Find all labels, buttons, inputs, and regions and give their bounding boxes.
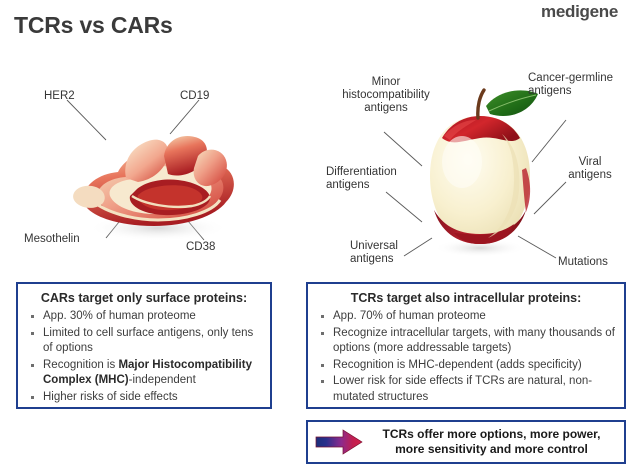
callout-label-mutations: Mutations [558,256,608,268]
page-title: TCRs vs CARs [14,12,173,38]
conclusion-box: TCRs offer more options, more power, mor… [306,420,626,464]
bullet-item: Lower risk for side effects if TCRs are … [318,374,616,405]
diagram-tcrs-intracellular-antigens: Minor histocompatibility antigens Cancer… [318,70,632,275]
whole-peeled-apple-image [430,88,538,257]
callout-label-minor-histocompatibility-antigens: Minor histocompatibility antigens [342,76,430,114]
info-box-cars: CARs target only surface proteins: App. … [16,282,272,409]
diagram-cars-surface-antigens: HER2 CD19 Mesothelin CD38 [14,78,290,274]
bullet-item: App. 30% of human proteome [28,309,262,325]
bullet-item: Recognize intracellular targets, with ma… [318,326,616,357]
bullet-item: Limited to cell surface antigens, only t… [28,326,262,357]
callout-label-cd19: CD19 [180,90,210,102]
callout-label-cancer-germline-antigens: Cancer-germline antigens [528,72,614,97]
conclusion-text: TCRs offer more options, more power, mor… [382,427,601,456]
bullet-item: Recognition is Major Histocompatibility … [28,358,262,389]
callout-label-viral-antigens: Viral antigens [568,156,612,181]
brand-logo: medigene [541,2,618,21]
callout-label-universal-antigens: Universal antigens [350,240,398,265]
callout-label-mesothelin: Mesothelin [24,233,80,245]
bullet-item: Higher risks of side effects [28,390,262,406]
bullet-item: App. 70% of human proteome [318,309,616,325]
info-box-cars-heading: CARs target only surface proteins: [40,291,248,305]
right-arrow-icon [315,429,363,455]
callout-label-differentiation-antigens: Differentiation antigens [326,166,397,191]
callout-label-cd38: CD38 [186,241,216,253]
peeled-apple-skin-image [73,136,234,241]
info-box-tcrs: TCRs target also intracellular proteins:… [306,282,626,409]
info-box-cars-bullet-list: App. 30% of human proteome Limited to ce… [18,309,270,405]
bullet-item: Recognition is MHC-dependent (adds speci… [318,358,616,374]
info-box-tcrs-bullet-list: App. 70% of human proteome Recognize int… [308,309,624,405]
info-box-tcrs-heading: TCRs target also intracellular proteins: [350,291,582,305]
callout-label-her2: HER2 [44,90,75,102]
